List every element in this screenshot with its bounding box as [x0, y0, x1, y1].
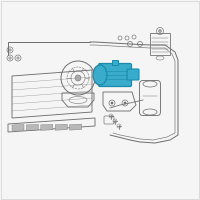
- Circle shape: [9, 49, 11, 51]
- Circle shape: [17, 57, 19, 59]
- Circle shape: [111, 102, 113, 104]
- Circle shape: [75, 75, 81, 81]
- Polygon shape: [26, 124, 38, 130]
- FancyBboxPatch shape: [127, 69, 139, 80]
- Polygon shape: [70, 124, 82, 130]
- Circle shape: [9, 57, 11, 59]
- Circle shape: [158, 29, 162, 32]
- Bar: [112, 60, 118, 65]
- Bar: [150, 33, 170, 55]
- Polygon shape: [12, 124, 24, 130]
- FancyBboxPatch shape: [98, 64, 132, 86]
- Circle shape: [124, 102, 126, 104]
- Polygon shape: [55, 124, 67, 130]
- Polygon shape: [41, 124, 53, 130]
- Ellipse shape: [93, 65, 107, 85]
